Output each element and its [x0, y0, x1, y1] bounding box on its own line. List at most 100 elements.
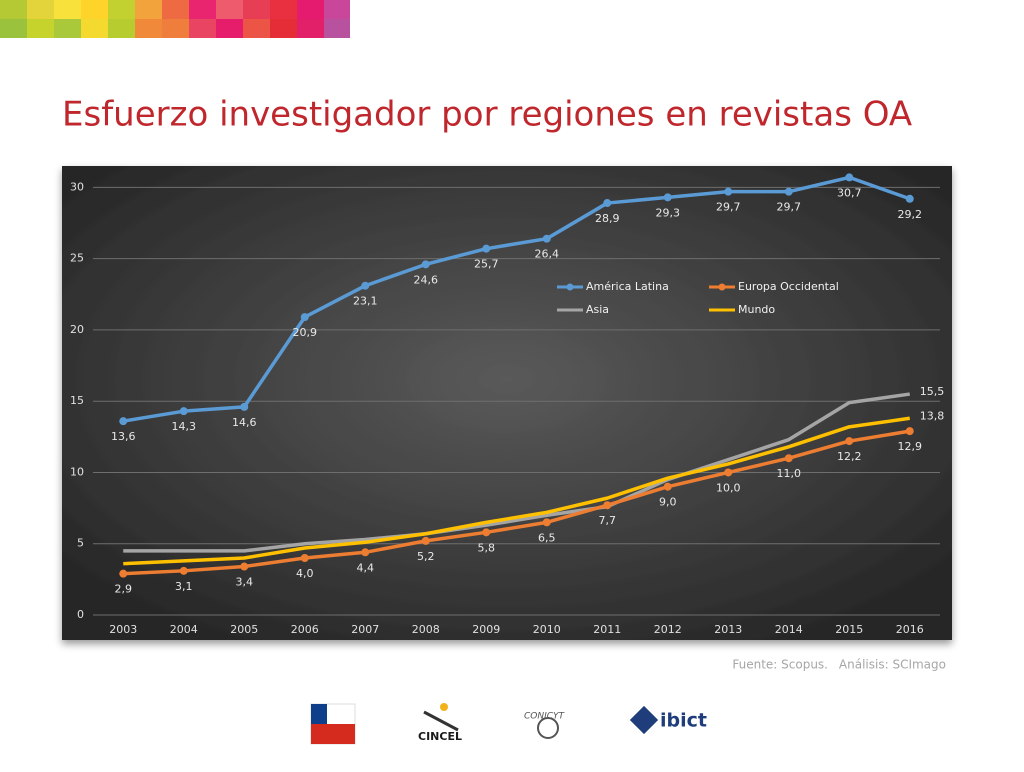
- x-tick-label: 2004: [170, 623, 198, 636]
- x-tick-label: 2015: [835, 623, 863, 636]
- marker: [905, 427, 914, 436]
- marker: [300, 553, 309, 562]
- legend-marker: [718, 283, 726, 291]
- data-label: 4,4: [357, 561, 375, 574]
- x-tick-label: 2009: [472, 623, 500, 636]
- marker: [845, 437, 854, 446]
- data-label: 10,0: [716, 481, 741, 494]
- color-stripe: [0, 0, 350, 38]
- data-label: 9,0: [659, 496, 677, 509]
- x-tick-label: 2006: [291, 623, 319, 636]
- logo-text: CONICYT: [524, 712, 566, 722]
- y-tick-label: 5: [77, 537, 84, 550]
- gov-logo: [310, 703, 356, 745]
- marker: [119, 417, 128, 426]
- y-tick-label: 25: [70, 252, 84, 265]
- source-note: Fuente: Scopus.: [732, 658, 828, 672]
- marker: [300, 313, 309, 322]
- marker: [240, 562, 249, 571]
- marker: [542, 234, 551, 243]
- x-tick-label: 2011: [593, 623, 621, 636]
- data-label: 25,7: [474, 258, 499, 271]
- data-label: 26,4: [535, 248, 560, 261]
- marker: [845, 173, 854, 182]
- x-tick-label: 2013: [714, 623, 742, 636]
- legend-label: Europa Occidental: [738, 280, 839, 293]
- analysis-note: Análisis: SCImago: [839, 658, 946, 672]
- marker: [542, 518, 551, 527]
- line: [122, 175, 911, 423]
- y-tick-label: 10: [70, 465, 84, 478]
- legend-label: Mundo: [738, 303, 775, 316]
- data-label: 14,3: [172, 420, 197, 433]
- line: [123, 429, 911, 576]
- marker: [119, 569, 128, 578]
- y-tick-label: 30: [70, 180, 84, 193]
- marker: [603, 501, 612, 510]
- data-label: 28,9: [595, 212, 620, 225]
- marker: [784, 187, 793, 196]
- legend-label: Asia: [586, 303, 609, 316]
- data-label: 14,6: [232, 416, 257, 429]
- marker: [603, 199, 612, 208]
- marker: [361, 548, 370, 557]
- data-label: 3,4: [236, 576, 254, 589]
- data-label: 20,9: [293, 326, 318, 339]
- data-label: 29,3: [656, 206, 681, 219]
- x-tick-label: 2014: [775, 623, 803, 636]
- logo-text: ibict: [660, 710, 707, 732]
- data-label: 23,1: [353, 295, 378, 308]
- marker: [784, 454, 793, 463]
- data-label: 12,2: [837, 450, 862, 463]
- data-label: 29,2: [898, 208, 923, 221]
- x-tick-label: 2008: [412, 623, 440, 636]
- x-tick-label: 2010: [533, 623, 561, 636]
- line: [123, 392, 910, 553]
- marker: [663, 193, 672, 202]
- legend-marker: [566, 283, 574, 291]
- marker: [724, 187, 733, 196]
- data-label: 13,6: [111, 430, 136, 443]
- data-label: 5,2: [417, 550, 435, 563]
- data-label: 29,7: [777, 201, 802, 214]
- x-tick-label: 2012: [654, 623, 682, 636]
- marker: [179, 407, 188, 416]
- data-label: 6,5: [538, 531, 556, 544]
- y-tick-label: 15: [70, 394, 84, 407]
- chart: 0 5 10 15 20 25 30 2003 2004 2005 2006 2007 2008 2009…: [70, 173, 944, 636]
- data-label: 13,8: [920, 409, 945, 422]
- line: [123, 416, 910, 566]
- marker: [482, 244, 491, 253]
- legend-label: América Latina: [586, 280, 669, 293]
- x-tick-label: 2007: [351, 623, 379, 636]
- marker: [724, 468, 733, 477]
- slide-title: Esfuerzo investigador por regiones en re…: [62, 95, 912, 135]
- x-tick-label: 2003: [109, 623, 137, 636]
- data-label: 5,8: [478, 541, 496, 554]
- marker: [361, 281, 370, 290]
- marker: [905, 194, 914, 203]
- x-tick-label: 2016: [896, 623, 924, 636]
- y-tick-label: 20: [70, 323, 84, 336]
- data-label: 12,9: [898, 440, 923, 453]
- marker: [240, 402, 249, 411]
- data-label: 24,6: [414, 273, 439, 286]
- x-tick-label: 2005: [230, 623, 258, 636]
- data-label: 2,9: [115, 583, 133, 596]
- ibict-logo: ibict: [629, 705, 707, 735]
- marker: [179, 566, 188, 575]
- y-tick-label: 0: [77, 608, 84, 621]
- data-label: 29,7: [716, 201, 741, 214]
- marker: [421, 260, 430, 269]
- cincel-logo: CINCEL: [418, 703, 462, 743]
- data-label: 4,0: [296, 567, 314, 580]
- marker: [482, 528, 491, 537]
- marker: [663, 482, 672, 491]
- marker: [421, 536, 430, 545]
- data-label: 15,5: [920, 385, 945, 398]
- data-label: 30,7: [837, 186, 862, 199]
- data-label: 11,0: [777, 467, 802, 480]
- data-label: 3,1: [175, 580, 193, 593]
